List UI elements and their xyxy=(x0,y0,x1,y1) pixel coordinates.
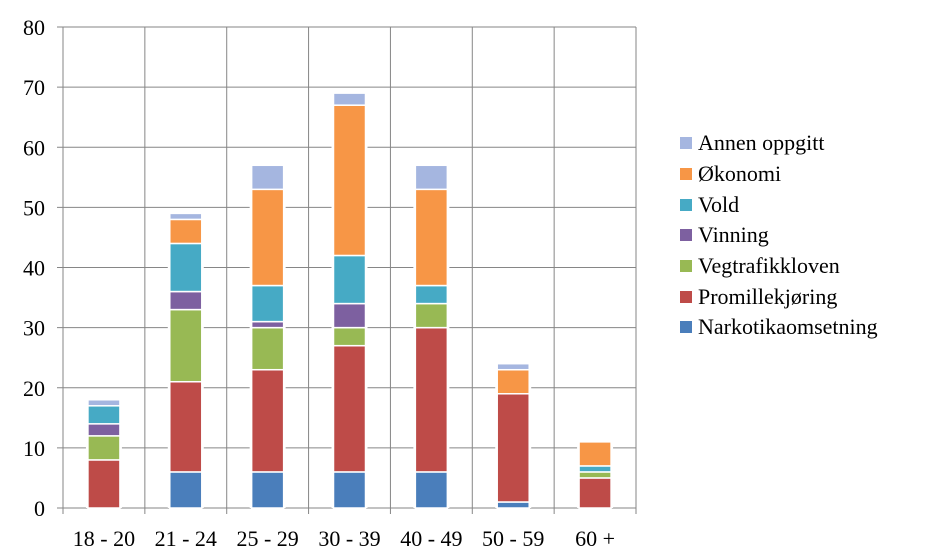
legend-item: Annen oppgitt xyxy=(680,128,925,159)
x-tick-label: 21 - 24 xyxy=(155,526,217,551)
legend-swatch xyxy=(680,198,692,211)
bar-segment xyxy=(414,302,449,329)
y-tick-label: 80 xyxy=(23,15,45,40)
legend-item: Narkotikaomsetning xyxy=(680,312,925,343)
bar-segment xyxy=(332,326,367,347)
bar-segment xyxy=(250,164,285,191)
bar-segment xyxy=(332,471,367,509)
legend-label: Økonomi xyxy=(698,161,782,187)
bar-segment xyxy=(250,188,285,287)
bar-segment xyxy=(332,104,367,257)
y-tick-label: 20 xyxy=(23,376,45,401)
bar-segment xyxy=(87,423,121,437)
bar-segment xyxy=(169,212,203,221)
y-tick-label: 30 xyxy=(23,316,45,341)
bar-segment xyxy=(250,368,285,473)
bars xyxy=(85,91,614,509)
y-tick-label: 0 xyxy=(34,496,45,521)
x-tick-label: 50 - 59 xyxy=(482,526,544,551)
x-tick-label: 25 - 29 xyxy=(236,526,298,551)
bar-segment xyxy=(332,254,367,305)
legend: Annen oppgitt Økonomi Vold Vinning Vegtrafik… xyxy=(680,128,925,343)
bar-segment xyxy=(87,405,121,425)
legend-label: Vinning xyxy=(698,222,769,248)
x-tick-label: 30 - 39 xyxy=(318,526,380,551)
bar-segment xyxy=(578,441,612,467)
bar-segment xyxy=(332,92,367,106)
y-tick-label: 50 xyxy=(23,195,45,220)
bar-segment xyxy=(496,368,530,395)
bar-segment xyxy=(496,501,530,509)
legend-label: Vegtrafikkloven xyxy=(698,253,840,279)
bar-segment xyxy=(414,471,449,509)
bar-segment xyxy=(332,344,367,473)
bar-segment xyxy=(414,284,449,305)
legend-label: Vold xyxy=(698,191,740,217)
bar-segment xyxy=(250,320,285,329)
bar-segment xyxy=(87,399,121,407)
bar-segment xyxy=(496,362,530,371)
legend-label: Narkotikaomsetning xyxy=(698,314,878,340)
bar-segment xyxy=(414,164,449,191)
bar-segment xyxy=(250,326,285,371)
bar-segment xyxy=(250,471,285,509)
bar-segment xyxy=(169,308,203,383)
x-tick-label: 40 - 49 xyxy=(400,526,462,551)
x-tick-label: 18 - 20 xyxy=(73,526,135,551)
legend-label: Annen oppgitt xyxy=(698,130,825,156)
bar-segment xyxy=(332,302,367,329)
bar-segment xyxy=(496,393,530,503)
bar-segment xyxy=(578,477,612,509)
legend-swatch xyxy=(680,321,692,334)
bar-segment xyxy=(414,188,449,287)
legend-item: Promillekjøring xyxy=(680,281,925,312)
legend-swatch xyxy=(680,137,692,150)
legend-swatch xyxy=(680,168,692,181)
bar-segment xyxy=(169,218,203,245)
bar-segment xyxy=(578,471,612,479)
bar-segment xyxy=(250,284,285,323)
y-tick-label: 70 xyxy=(23,75,45,100)
tick-labels: 0 10 20 30 40 50 60 70 80 18 - 20 21 - 24 25 - 29 30… xyxy=(23,15,615,551)
bar-segment xyxy=(414,326,449,473)
bar-segment xyxy=(578,465,612,473)
bar-segment xyxy=(87,435,121,461)
legend-item: Økonomi xyxy=(680,159,925,190)
legend-item: Vegtrafikkloven xyxy=(680,251,925,282)
legend-item: Vold xyxy=(680,189,925,220)
bar-segment xyxy=(87,459,121,509)
y-tick-label: 40 xyxy=(23,256,45,281)
y-tick-label: 10 xyxy=(23,436,45,461)
bar-segment xyxy=(169,471,203,509)
bar-segment xyxy=(169,380,203,473)
legend-swatch xyxy=(680,229,692,242)
bar-segment xyxy=(169,290,203,311)
legend-label: Promillekjøring xyxy=(698,283,838,309)
y-tick-label: 60 xyxy=(23,135,45,160)
x-tick-label: 60 + xyxy=(575,526,615,551)
legend-item: Vinning xyxy=(680,220,925,251)
legend-swatch xyxy=(680,290,692,303)
bar-segment xyxy=(169,242,203,293)
legend-swatch xyxy=(680,260,692,273)
